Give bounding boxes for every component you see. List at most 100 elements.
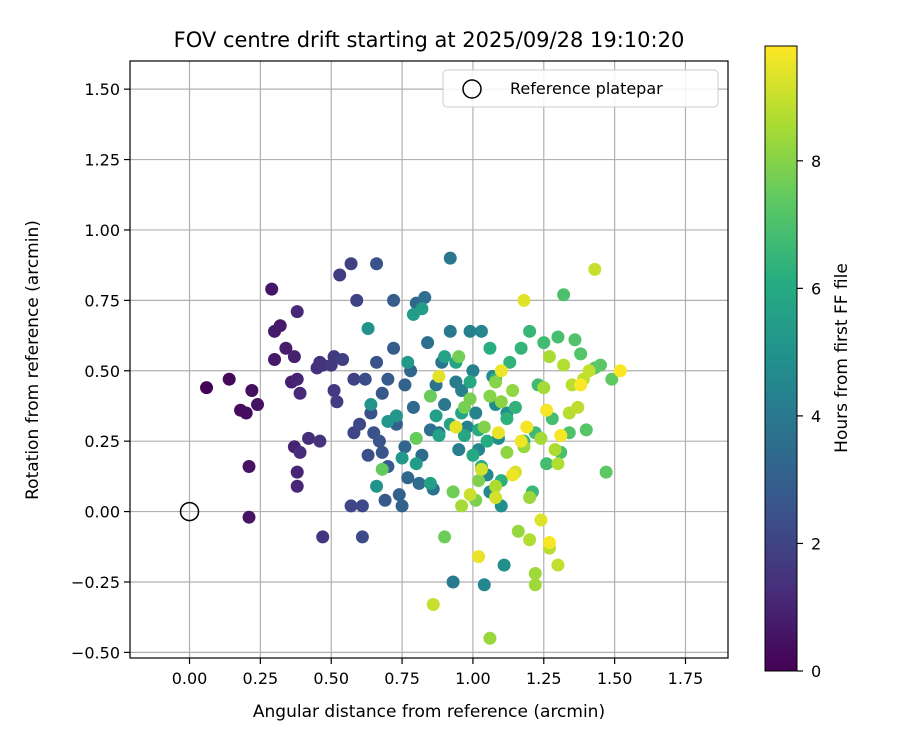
data-point xyxy=(466,448,480,462)
data-point xyxy=(520,420,534,434)
data-point xyxy=(375,386,389,400)
data-point xyxy=(375,462,389,476)
data-point xyxy=(449,420,463,434)
data-point xyxy=(593,358,607,372)
x-tick-label: 0.00 xyxy=(172,669,208,688)
colorbar-label: Hours from first FF file xyxy=(832,263,852,453)
data-point xyxy=(523,490,537,504)
x-axis-ticks: 0.00 0.25 0.50 0.75 1.00 1.25 1.50 1.75 xyxy=(172,658,703,688)
data-point xyxy=(290,372,304,386)
data-point xyxy=(423,389,437,403)
colorbar-tick-label: 4 xyxy=(811,407,821,426)
data-point xyxy=(381,372,395,386)
data-point xyxy=(477,420,491,434)
data-point xyxy=(347,372,361,386)
chart-title: FOV centre drift starting at 2025/09/28 … xyxy=(174,28,685,52)
data-point xyxy=(432,369,446,383)
colorbar-ticks: 0 2 4 6 8 xyxy=(797,152,821,681)
colorbar-tick-label: 6 xyxy=(811,279,821,298)
data-point xyxy=(551,330,565,344)
data-point xyxy=(489,375,503,389)
data-point xyxy=(438,530,452,544)
data-point xyxy=(500,412,514,426)
data-point xyxy=(483,631,497,645)
legend: Reference platepar xyxy=(442,69,719,108)
data-point xyxy=(523,533,537,547)
data-point xyxy=(316,530,330,544)
data-point xyxy=(497,558,511,572)
data-point xyxy=(446,485,460,499)
data-point xyxy=(333,268,347,282)
data-point xyxy=(387,293,401,307)
data-point xyxy=(406,400,420,414)
data-point xyxy=(361,448,375,462)
data-point xyxy=(469,406,483,420)
data-point xyxy=(313,434,327,448)
data-point xyxy=(528,578,542,592)
data-point xyxy=(370,355,384,369)
data-point xyxy=(605,372,619,386)
colorbar-tick-label: 8 xyxy=(811,152,821,171)
data-point xyxy=(557,288,571,302)
data-point xyxy=(613,364,627,378)
data-point xyxy=(364,398,378,412)
y-tick-label: 0.00 xyxy=(84,503,120,522)
data-point xyxy=(279,341,293,355)
data-point xyxy=(506,468,520,482)
legend-box xyxy=(442,69,719,108)
data-points xyxy=(200,251,627,645)
data-point xyxy=(503,355,517,369)
data-point xyxy=(290,305,304,319)
data-point xyxy=(537,336,551,350)
data-point xyxy=(599,465,613,479)
data-point xyxy=(588,262,602,276)
y-tick-label: 0.25 xyxy=(84,432,120,451)
data-point xyxy=(534,431,548,445)
data-point xyxy=(421,336,435,350)
data-point xyxy=(293,445,307,459)
data-point xyxy=(353,417,367,431)
data-point xyxy=(494,364,508,378)
y-tick-label: 1.25 xyxy=(84,151,120,170)
data-point xyxy=(350,293,364,307)
y-tick-label: 1.50 xyxy=(84,80,120,99)
data-point xyxy=(395,499,409,513)
data-point xyxy=(273,319,287,333)
reference-platepar-marker xyxy=(179,501,200,522)
data-point xyxy=(582,364,596,378)
data-point xyxy=(372,434,386,448)
data-point xyxy=(222,372,236,386)
data-point xyxy=(370,257,384,271)
data-point xyxy=(358,372,372,386)
data-point xyxy=(398,440,412,454)
data-point xyxy=(392,488,406,502)
data-point xyxy=(239,406,253,420)
data-point xyxy=(500,445,514,459)
data-point xyxy=(290,479,304,493)
data-point xyxy=(375,445,389,459)
data-point xyxy=(398,378,412,392)
data-point xyxy=(443,251,457,265)
data-point xyxy=(378,493,392,507)
data-point xyxy=(542,536,556,550)
y-tick-label: 1.00 xyxy=(84,221,120,240)
data-point xyxy=(355,499,369,513)
data-point xyxy=(330,395,344,409)
data-point xyxy=(568,333,582,347)
data-point xyxy=(251,398,265,412)
data-point xyxy=(242,460,256,474)
data-point xyxy=(336,353,350,366)
data-point xyxy=(443,324,457,338)
x-tick-label: 1.00 xyxy=(455,669,491,688)
data-point xyxy=(302,431,316,445)
data-point xyxy=(455,383,469,397)
y-tick-label: 0.75 xyxy=(84,291,120,310)
data-point xyxy=(463,488,477,502)
data-point xyxy=(287,350,301,364)
data-point xyxy=(463,375,477,389)
data-point xyxy=(409,431,423,445)
data-point xyxy=(452,350,466,364)
data-point xyxy=(542,350,556,364)
data-point xyxy=(361,322,375,336)
